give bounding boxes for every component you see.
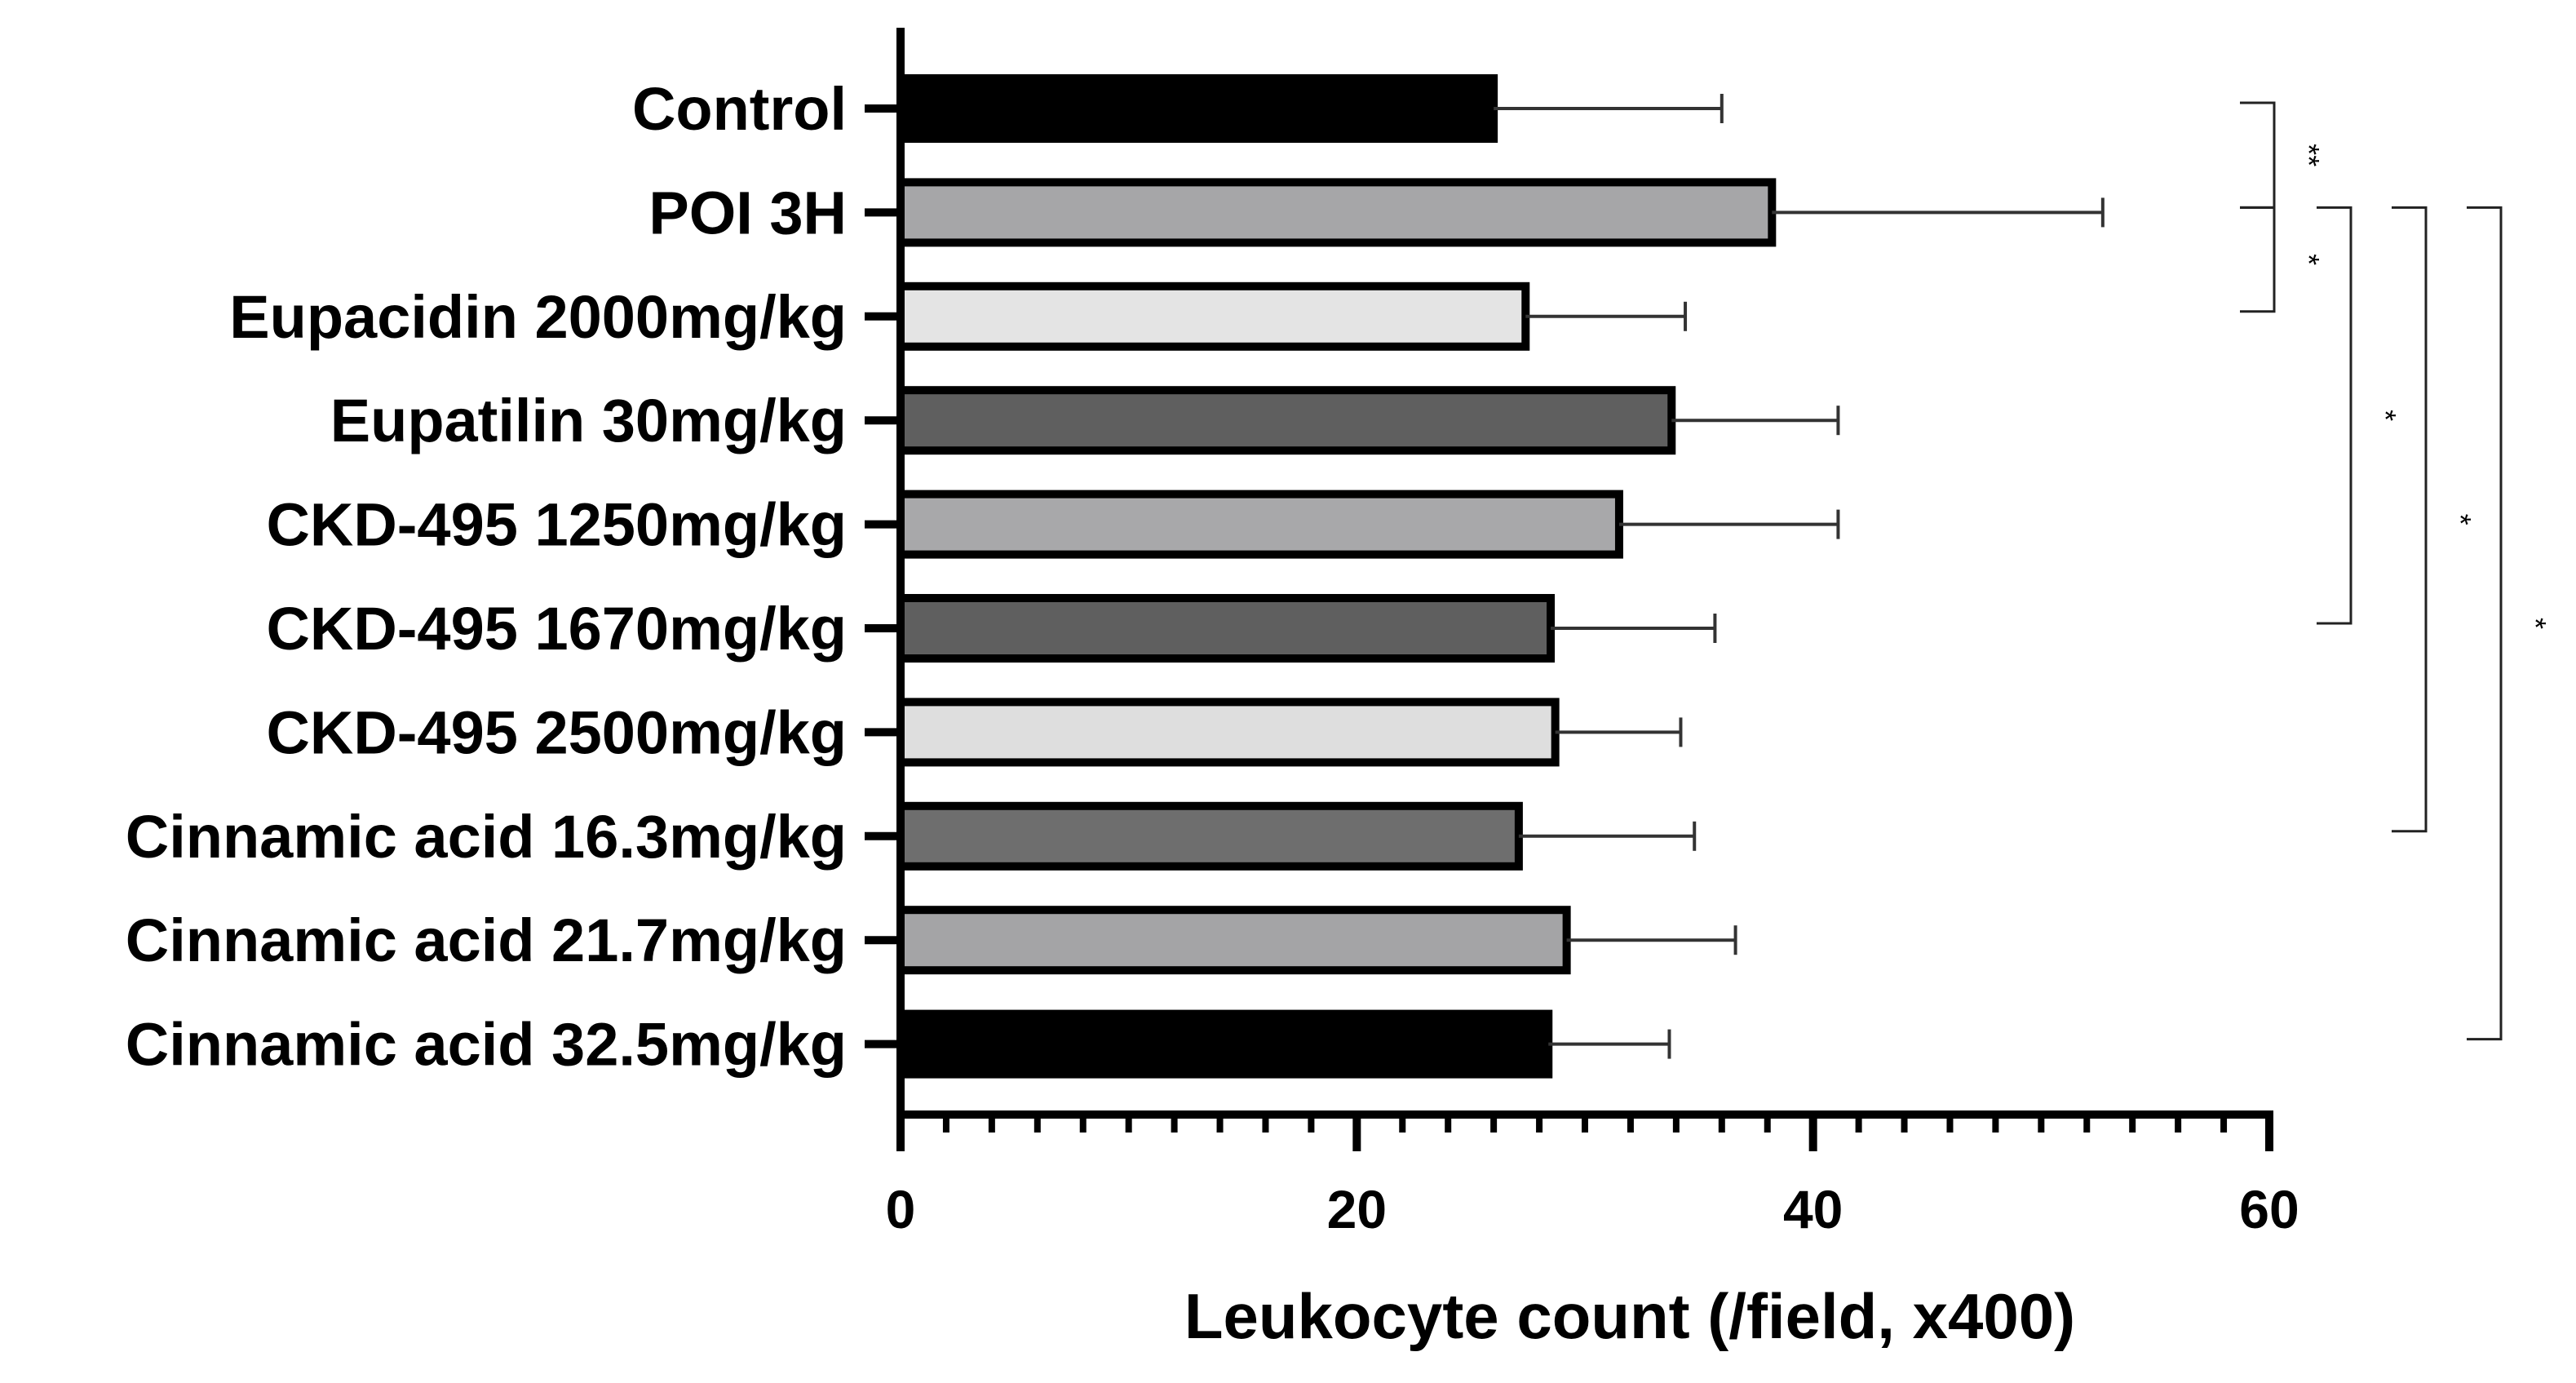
significance-label: * — [2519, 618, 2552, 629]
significance-label: * — [2369, 410, 2402, 421]
bar — [896, 74, 1498, 143]
x-ticks-layer: 0 20 40 60 — [865, 104, 2299, 1239]
category-label: Cinnamic acid 21.7mg/kg — [126, 906, 847, 974]
significance-bracket — [2317, 206, 2352, 625]
x-tick-label: 40 — [1783, 1179, 1843, 1239]
significance-bracket — [2240, 206, 2276, 313]
bar — [896, 698, 1560, 767]
significance-label: * — [2292, 254, 2326, 265]
bar — [896, 178, 1777, 247]
error-bars-layer — [1494, 94, 2105, 1059]
category-label: CKD-495 1250mg/kg — [266, 491, 847, 559]
significance-bracket — [2240, 101, 2276, 209]
bar — [896, 906, 1571, 975]
category-label: CKD-495 1670mg/kg — [266, 595, 847, 663]
bar — [896, 281, 1530, 351]
category-label: Eupatilin 30mg/kg — [330, 387, 847, 454]
category-label: CKD-495 2500mg/kg — [266, 698, 847, 766]
significance-bracket — [2392, 206, 2428, 833]
category-label: POI 3H — [648, 179, 847, 246]
x-axis-title: Leukocyte count (/field, x400) — [1184, 1280, 2075, 1352]
category-label: Eupacidin 2000mg/kg — [229, 283, 847, 351]
significance-brackets: ****** — [2240, 101, 2552, 1041]
bar — [896, 490, 1623, 559]
x-tick-label: 60 — [2239, 1179, 2299, 1239]
bar — [896, 594, 1556, 663]
significance-bracket — [2467, 206, 2503, 1041]
significance-label: * — [2444, 514, 2477, 525]
bar — [896, 386, 1676, 455]
category-label: Cinnamic acid 16.3mg/kg — [126, 803, 847, 871]
x-tick-label: 20 — [1327, 1179, 1387, 1239]
category-label: Control — [632, 75, 847, 143]
x-tick-label: 0 — [886, 1179, 916, 1239]
bars-layer — [896, 74, 1777, 1079]
bar — [896, 801, 1523, 871]
category-labels: Control POI 3H Eupacidin 2000mg/kg Eupatili… — [126, 75, 847, 1079]
bar — [896, 1009, 1553, 1079]
category-label: Cinnamic acid 32.5mg/kg — [126, 1011, 847, 1079]
significance-label: ** — [2292, 144, 2326, 166]
